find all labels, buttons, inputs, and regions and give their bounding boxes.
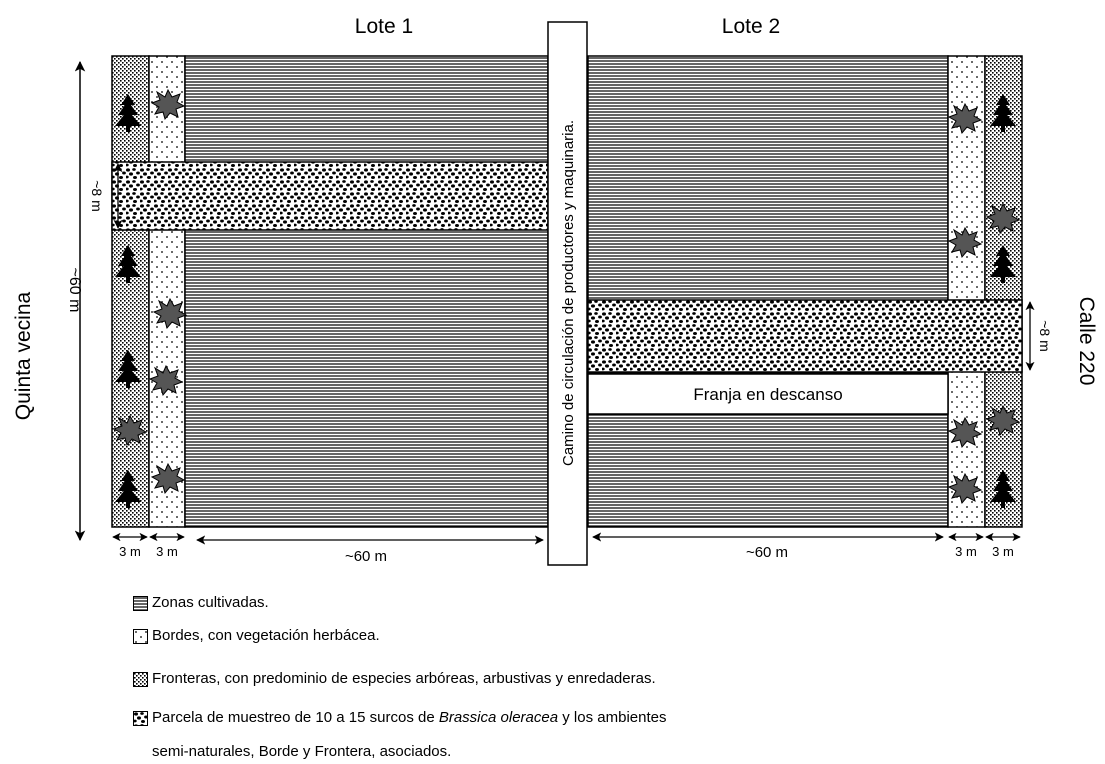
legend-sampling-species: Brassica oleracea: [438, 709, 559, 726]
strip-left-label: ~8 m: [89, 180, 105, 212]
border-left: [148, 55, 186, 528]
central-path: [547, 21, 588, 566]
sampling-swatch-icon: [133, 711, 148, 726]
legend-sampling-post: y los ambientes: [562, 709, 667, 726]
rest-strip-label: Franja en descanso: [693, 385, 842, 404]
height-label: ~60 m: [66, 268, 83, 313]
left-side-label: Quinta vecina: [12, 291, 35, 420]
central-path-label: Camino de circulación de productores y m…: [560, 120, 577, 466]
legend-cultivated: Zonas cultivadas.: [152, 594, 269, 611]
borders-swatch-icon: [133, 629, 148, 644]
width-lot2-label: ~60 m: [746, 544, 788, 561]
lot1-label: Lote 1: [355, 15, 413, 38]
lot-1: [111, 55, 549, 528]
lot-2: Franja en descanso: [587, 55, 1023, 528]
legend-sampling-line2: semi-naturales, Borde y Frontera, asocia…: [152, 743, 452, 760]
cultivated-zone-lot2: [587, 55, 949, 528]
rest-strip: [587, 373, 949, 415]
border-left-1-label: 3 m: [119, 544, 141, 559]
legend-sampling: Parcela de muestreo de 10 a 15 surcos de…: [152, 709, 666, 727]
border-right: [947, 55, 986, 528]
lot2-label: Lote 2: [722, 15, 780, 38]
border-left-2-label: 3 m: [156, 544, 178, 559]
cultivated-swatch-icon: [133, 596, 148, 611]
cultivated-zone-lot1: [184, 55, 549, 528]
sampling-plot-lot2: [587, 299, 1023, 373]
border-right-2-label: 3 m: [992, 544, 1014, 559]
legend-borders: Bordes, con vegetación herbácea.: [152, 627, 380, 644]
right-side-label: Calle 220: [1075, 297, 1098, 386]
frontier-left: [111, 55, 150, 528]
legend-sampling-pre: Parcela de muestreo de 10 a 15 surcos de: [152, 709, 435, 726]
sampling-plot-lot1: [111, 161, 549, 231]
border-right-1-label: 3 m: [955, 544, 977, 559]
frontier-right: [984, 55, 1023, 528]
strip-right-label: ~8 m: [1037, 320, 1053, 352]
legend-frontiers: Fronteras, con predominio de especies ar…: [152, 670, 656, 687]
frontiers-swatch-icon: [133, 672, 148, 687]
width-lot1-label: ~60 m: [345, 548, 387, 565]
